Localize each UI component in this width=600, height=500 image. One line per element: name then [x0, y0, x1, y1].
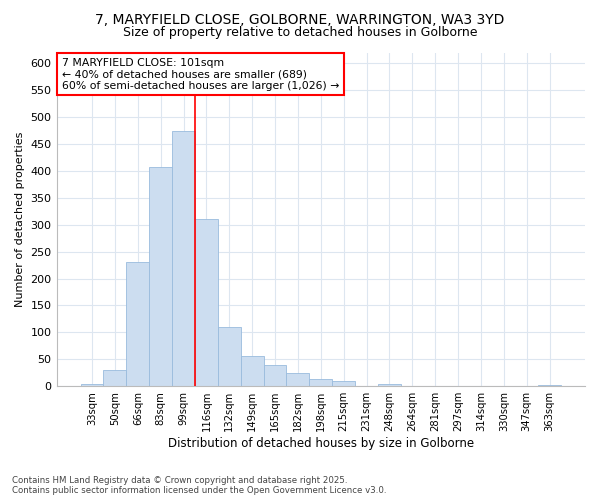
Text: Contains HM Land Registry data © Crown copyright and database right 2025.
Contai: Contains HM Land Registry data © Crown c…	[12, 476, 386, 495]
Text: Size of property relative to detached houses in Golborne: Size of property relative to detached ho…	[123, 26, 477, 39]
Bar	[149, 167, 172, 386]
Text: 7 MARYFIELD CLOSE: 101sqm
← 40% of detached houses are smaller (689)
60% of semi: 7 MARYFIELD CLOSE: 101sqm ← 40% of detac…	[62, 58, 339, 90]
Bar	[172, 130, 195, 386]
Bar	[103, 370, 127, 386]
Bar	[195, 219, 218, 386]
Text: 7, MARYFIELD CLOSE, GOLBORNE, WARRINGTON, WA3 3YD: 7, MARYFIELD CLOSE, GOLBORNE, WARRINGTON…	[95, 12, 505, 26]
Bar	[127, 262, 149, 386]
Bar	[218, 327, 241, 386]
X-axis label: Distribution of detached houses by size in Golborne: Distribution of detached houses by size …	[168, 437, 474, 450]
Bar	[332, 381, 355, 386]
Bar	[241, 356, 263, 386]
Bar	[263, 364, 286, 386]
Bar	[80, 384, 103, 386]
Bar	[378, 384, 401, 386]
Y-axis label: Number of detached properties: Number of detached properties	[15, 132, 25, 307]
Bar	[310, 378, 332, 386]
Bar	[538, 384, 561, 386]
Bar	[286, 373, 310, 386]
